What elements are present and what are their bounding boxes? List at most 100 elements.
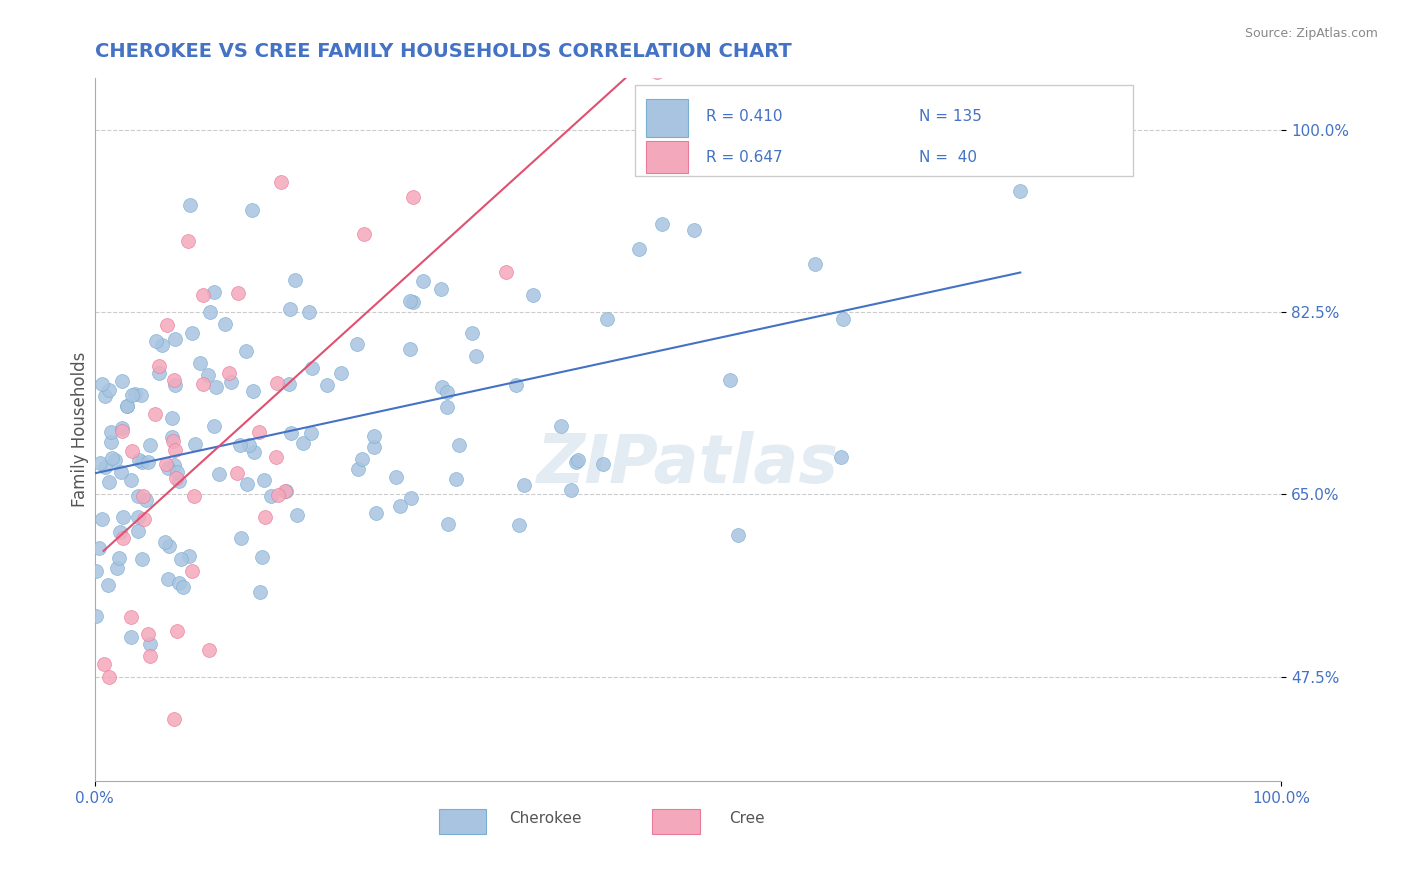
- Cherokee: [718, 373, 741, 387]
- Cherokee: [101, 451, 124, 466]
- Cree: [225, 466, 247, 480]
- Cherokee: [127, 524, 149, 539]
- Cherokee: [508, 518, 530, 533]
- Cherokee: [253, 473, 276, 487]
- Cree: [148, 359, 170, 373]
- Cree: [645, 64, 668, 78]
- Cherokee: [100, 435, 122, 450]
- Cherokee: [120, 630, 142, 644]
- Cherokee: [204, 379, 226, 393]
- Cherokee: [139, 637, 162, 651]
- Cherokee: [105, 561, 128, 575]
- Cherokee: [560, 483, 582, 497]
- Cherokee: [128, 452, 150, 467]
- Cherokee: [436, 516, 458, 531]
- Cherokee: [236, 477, 259, 491]
- Cherokee: [167, 474, 190, 488]
- Cherokee: [832, 312, 855, 326]
- Cree: [163, 443, 186, 458]
- Cherokee: [127, 489, 149, 503]
- Cherokee: [513, 478, 536, 492]
- Cherokee: [90, 377, 112, 392]
- Text: Cherokee: Cherokee: [509, 811, 582, 826]
- Cherokee: [162, 411, 184, 425]
- Cree: [218, 366, 240, 380]
- Cherokee: [249, 585, 271, 599]
- Cherokee: [315, 377, 337, 392]
- Cree: [163, 373, 186, 387]
- Cherokee: [111, 510, 134, 524]
- Cherokee: [93, 460, 115, 475]
- Cherokee: [398, 342, 420, 356]
- Cherokee: [229, 438, 252, 452]
- Cherokee: [830, 450, 852, 465]
- Cherokee: [111, 374, 134, 388]
- Cherokee: [399, 491, 422, 506]
- Cherokee: [121, 388, 143, 402]
- Cherokee: [165, 378, 187, 392]
- Text: N = 135: N = 135: [920, 109, 983, 124]
- Cree: [226, 286, 249, 301]
- Cherokee: [596, 312, 619, 326]
- Cree: [121, 443, 143, 458]
- Cherokee: [84, 564, 107, 578]
- Cherokee: [100, 425, 122, 439]
- Cherokee: [242, 384, 264, 399]
- Cherokee: [1010, 184, 1032, 198]
- Text: N =  40: N = 40: [920, 150, 977, 164]
- Cherokee: [682, 222, 704, 236]
- Cherokee: [505, 378, 527, 392]
- Cree: [183, 489, 205, 503]
- Cree: [274, 484, 297, 499]
- Cherokee: [346, 462, 368, 476]
- Cherokee: [197, 368, 219, 383]
- Cree: [353, 227, 375, 242]
- Bar: [647, 141, 688, 172]
- Cree: [111, 424, 134, 438]
- Cherokee: [91, 511, 114, 525]
- Cherokee: [242, 444, 264, 458]
- Cherokee: [156, 460, 179, 475]
- Cherokee: [278, 302, 301, 317]
- Cherokee: [103, 453, 125, 467]
- Cherokee: [202, 418, 225, 433]
- Cherokee: [298, 305, 321, 319]
- Text: R = 0.410: R = 0.410: [706, 109, 782, 124]
- Cherokee: [412, 274, 434, 288]
- Cherokee: [398, 294, 420, 309]
- Cherokee: [177, 549, 200, 563]
- Cherokee: [301, 360, 323, 375]
- Cherokee: [432, 380, 454, 394]
- Cree: [198, 642, 221, 657]
- Cree: [134, 512, 156, 526]
- Cree: [191, 377, 214, 392]
- Cherokee: [389, 500, 412, 514]
- Cherokee: [108, 524, 131, 539]
- Cherokee: [148, 366, 170, 380]
- Cherokee: [285, 508, 308, 522]
- Cree: [177, 234, 200, 248]
- Bar: [647, 99, 688, 137]
- Cherokee: [235, 344, 257, 359]
- Cherokee: [695, 116, 717, 130]
- Cree: [247, 425, 270, 439]
- Cherokee: [145, 334, 167, 349]
- Cherokee: [155, 535, 177, 549]
- Cherokee: [250, 549, 273, 564]
- Cherokee: [402, 295, 425, 310]
- Cherokee: [131, 455, 153, 469]
- Cherokee: [198, 305, 221, 319]
- Cherokee: [169, 551, 191, 566]
- Cherokee: [276, 483, 298, 498]
- Cree: [120, 610, 142, 624]
- Cree: [266, 376, 288, 391]
- Cherokee: [167, 576, 190, 591]
- Cherokee: [110, 465, 132, 479]
- Cree: [162, 434, 184, 448]
- Cherokee: [115, 399, 138, 413]
- Cree: [495, 264, 517, 278]
- Y-axis label: Family Households: Family Households: [72, 351, 89, 507]
- Cree: [136, 627, 159, 641]
- Cree: [264, 450, 287, 465]
- Cree: [166, 624, 188, 638]
